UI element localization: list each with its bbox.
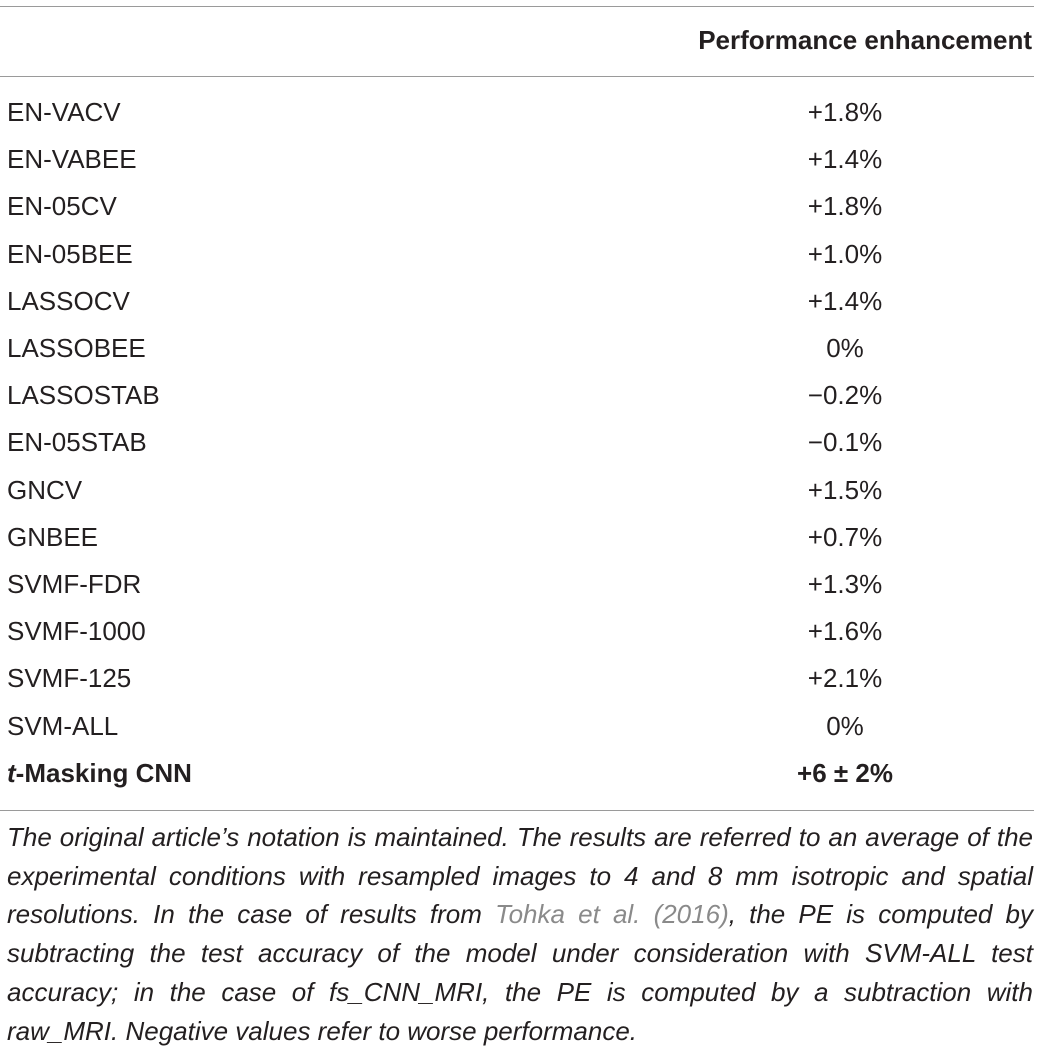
row-value: +2.1% (807, 663, 883, 694)
table-row: EN-VABEE +1.4% (0, 136, 1040, 183)
row-name: SVMF-1000 (7, 616, 146, 647)
header-rule (0, 76, 1034, 77)
citation-link[interactable]: Tohka et al. (2016) (495, 899, 729, 930)
row-name: SVMF-FDR (7, 569, 142, 599)
row-value: +1.8% (807, 97, 883, 127)
table-top-rule (0, 6, 1034, 7)
footnote-text-part2: , the PE is computed by subtracting the … (7, 899, 1033, 1046)
column-header-performance-enhancement: Performance enhancement (698, 25, 1032, 55)
table-row: SVMF-1000 +1.6% (0, 608, 1040, 655)
table-row: LASSOCV +1.4% (0, 278, 1040, 325)
row-name: EN-05BEE (7, 238, 133, 269)
italic-t: t (7, 757, 16, 788)
table-row: EN-05STAB −0.1% (0, 419, 1040, 466)
row-name: LASSOBEE (7, 333, 146, 363)
row-value: −0.1% (807, 427, 883, 458)
table-row-t-masking-cnn: t-Masking CNN +6 ± 2% (0, 750, 1040, 797)
row-value: +1.8% (807, 191, 883, 222)
table-row: LASSOBEE 0% (0, 325, 1040, 372)
row-name: t-Masking CNN (7, 750, 192, 797)
row-name: EN-VABEE (7, 144, 137, 175)
table-row: GNBEE +0.7% (0, 514, 1040, 561)
row-value: +1.4% (807, 285, 883, 316)
row-value: +6 ± 2% (797, 757, 893, 788)
table-bottom-rule (0, 810, 1034, 811)
row-value: +0.7% (807, 521, 883, 552)
table-row: EN-05CV +1.8% (0, 183, 1040, 230)
row-name: LASSOCV (7, 285, 130, 316)
row-name: GNCV (7, 474, 83, 505)
table-row: SVMF-125 +2.1% (0, 655, 1040, 702)
row-value: +1.5% (807, 474, 883, 505)
row-value: +1.0% (807, 238, 883, 269)
row-name: GNBEE (7, 521, 99, 552)
row-value: +1.6% (807, 616, 883, 647)
table-row: EN-VACV +1.8% (0, 89, 1040, 136)
row-name: EN-05CV (7, 191, 117, 222)
row-name-rest: -Masking CNN (15, 757, 192, 788)
table-row: GNCV +1.5% (0, 467, 1040, 514)
table-footnote: The original article’s notation is maint… (7, 818, 1033, 1050)
row-value: 0% (826, 333, 864, 363)
table-row: SVM-ALL 0% (0, 703, 1040, 750)
row-name: EN-05STAB (7, 427, 147, 458)
row-value: 0% (826, 710, 864, 741)
row-value: +1.3% (807, 569, 883, 599)
footnote-text-part1: The original article’s notation is maint… (7, 822, 1033, 930)
row-value: +1.4% (807, 144, 883, 175)
row-value: −0.2% (807, 380, 883, 411)
row-name: SVMF-125 (7, 663, 132, 694)
row-name: LASSOSTAB (7, 380, 160, 411)
table-row: SVMF-FDR +1.3% (0, 561, 1040, 608)
table-row: LASSOSTAB −0.2% (0, 372, 1040, 419)
row-name: SVM-ALL (7, 710, 119, 741)
row-name: EN-VACV (7, 97, 121, 127)
table-row: EN-05BEE +1.0% (0, 231, 1040, 278)
